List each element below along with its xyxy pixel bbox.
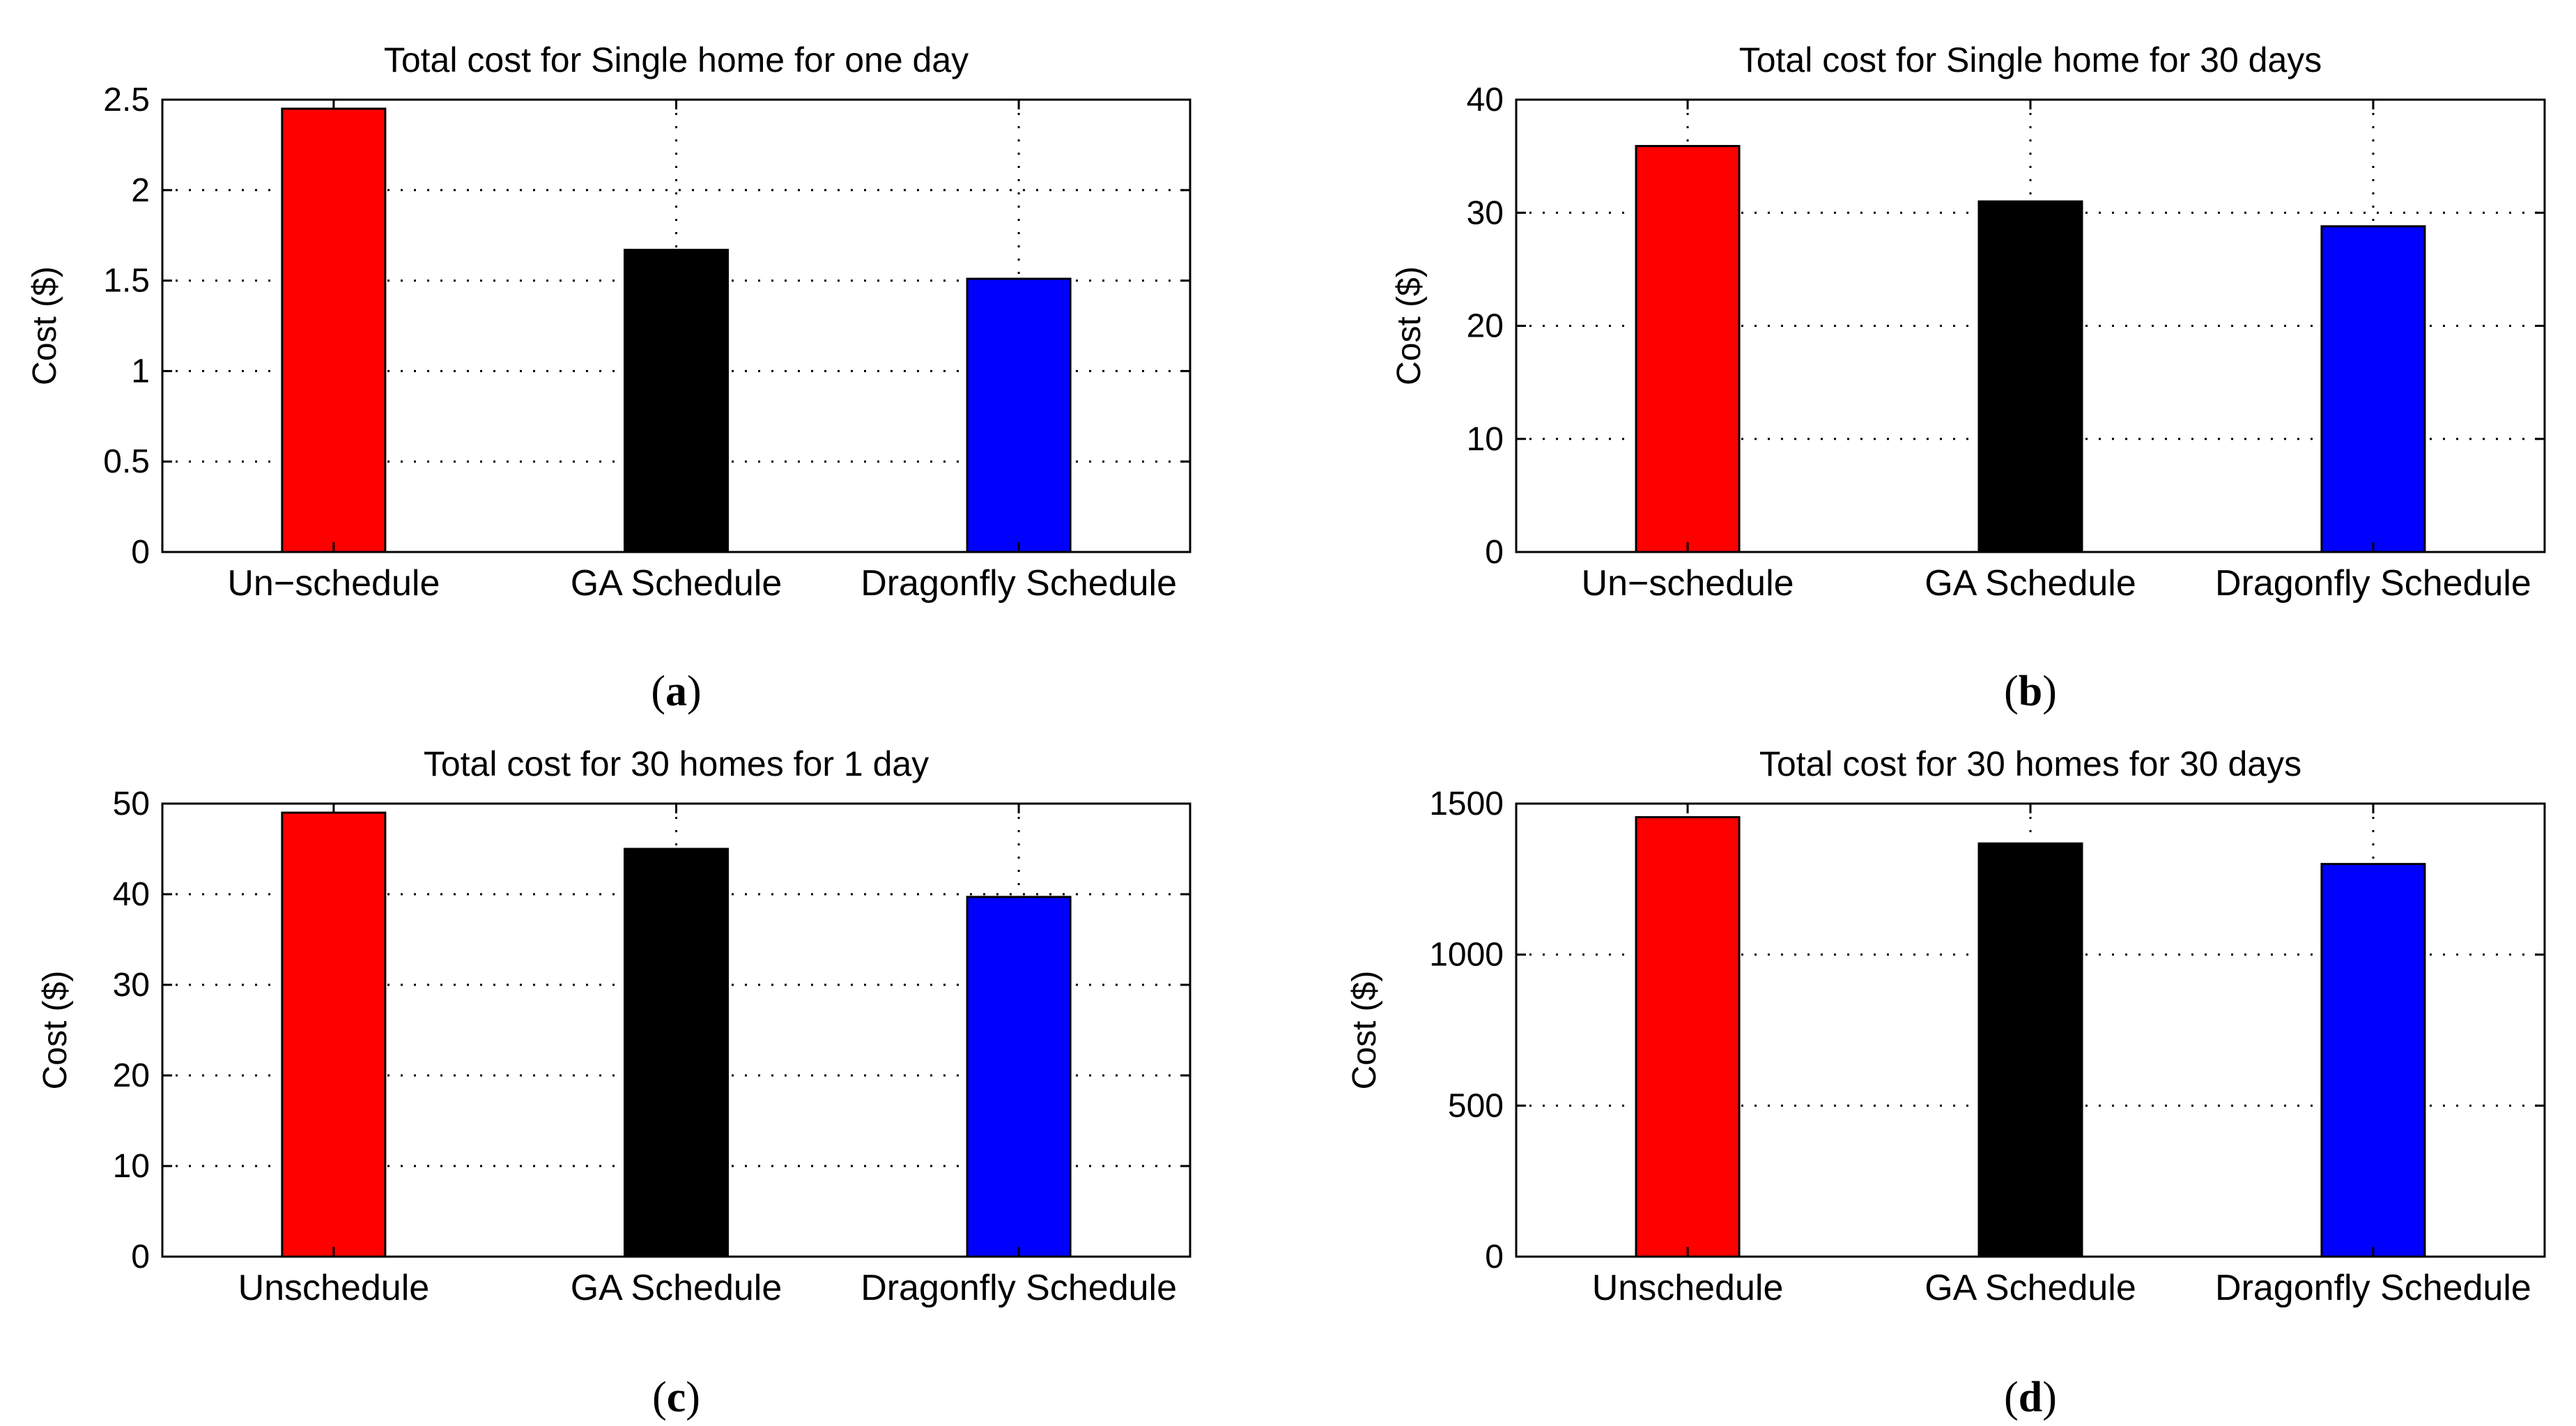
category-label: Dragonfly Schedule (2215, 1268, 2531, 1308)
bar-2 (624, 248, 729, 553)
bar-1 (281, 811, 387, 1258)
bar-1 (281, 107, 387, 553)
bar-2 (624, 848, 729, 1258)
category-label: Unschedule (1592, 1268, 1784, 1308)
ytick-label: 30 (1467, 194, 1504, 231)
ytick-label: 0 (1485, 1239, 1504, 1275)
category-label: Dragonfly Schedule (2215, 563, 2531, 604)
ytick-label: 10 (1467, 421, 1504, 458)
chart-title: Total cost for Single home for one day (384, 40, 969, 79)
category-label: GA Schedule (1925, 1268, 2136, 1308)
ytick-label: 0.5 (103, 443, 150, 480)
chart-panel-d: 0 500 1000 1500 Unschedule GA Schedule Dragonf… (1346, 744, 2546, 1421)
category-label: Dragonfly Schedule (861, 563, 1177, 604)
ytick-label: 40 (1467, 82, 1504, 118)
ytick-label: 1.5 (103, 263, 150, 300)
category-label: Unschedule (238, 1268, 430, 1308)
category-label: Un−schedule (1582, 563, 1794, 604)
bar-3 (2320, 225, 2426, 553)
caption-open-paren: ( (2004, 1374, 2019, 1421)
ytick-label: 500 (1448, 1087, 1504, 1124)
bar-2 (1977, 200, 2083, 553)
caption-open-paren: ( (2004, 668, 2019, 715)
caption-open-paren: ( (652, 1374, 667, 1421)
category-label: GA Schedule (571, 1268, 782, 1308)
bar-3 (2320, 863, 2426, 1258)
y-axis-label: Cost ($) (1391, 266, 1428, 385)
panel-caption: (b) (2004, 668, 2057, 715)
bar-1 (1635, 816, 1741, 1258)
ytick-label: 0 (131, 534, 150, 571)
ytick-label: 1000 (1429, 937, 1504, 974)
ytick-label: 10 (113, 1148, 150, 1185)
ytick-label: 50 (113, 785, 150, 822)
y-axis-label: Cost ($) (37, 971, 74, 1090)
bar-3 (966, 896, 1072, 1258)
caption-letter: a (665, 668, 687, 715)
bar-3 (966, 277, 1072, 553)
ytick-label: 0 (1485, 534, 1504, 571)
bar-2 (1977, 842, 2083, 1258)
chart-title: Total cost for Single home for 30 days (1739, 40, 2322, 79)
caption-open-paren: ( (651, 668, 665, 715)
ytick-label: 1 (131, 353, 150, 390)
panel-caption: (a) (651, 668, 701, 715)
panel-caption: (c) (652, 1374, 700, 1421)
ytick-label: 0 (131, 1239, 150, 1275)
category-label: Un−schedule (227, 563, 440, 604)
panel-caption: (d) (2004, 1374, 2057, 1421)
caption-letter: b (2019, 668, 2042, 715)
caption-close-paren: ) (2042, 668, 2057, 715)
chart-title: Total cost for 30 homes for 30 days (1759, 744, 2301, 783)
ytick-label: 2 (131, 172, 150, 209)
chart-panel-a: 0 0.5 1 1.5 2 2.5 Un−schedule GA Schedule Dragon… (26, 40, 1191, 715)
ytick-label: 30 (113, 967, 150, 1004)
ytick-label: 2.5 (103, 82, 150, 118)
caption-letter: c (667, 1374, 686, 1421)
y-axis-label: Cost ($) (26, 266, 63, 385)
caption-close-paren: ) (2042, 1374, 2057, 1421)
chart-panel-c: 0 10 20 30 40 50 Unschedule GA Schedule Dragonfl… (37, 744, 1191, 1421)
caption-close-paren: ) (686, 1374, 700, 1421)
ytick-label: 20 (1467, 308, 1504, 345)
caption-letter: d (2019, 1374, 2042, 1421)
ytick-label: 1500 (1429, 785, 1504, 822)
chart-title: Total cost for 30 homes for 1 day (424, 744, 929, 783)
category-label: GA Schedule (1925, 563, 2136, 604)
category-label: Dragonfly Schedule (861, 1268, 1177, 1308)
chart-panel-b: 0 10 20 30 40 Un−schedule GA Schedule Dragonfly… (1391, 40, 2546, 715)
ytick-label: 40 (113, 876, 150, 913)
caption-close-paren: ) (687, 668, 702, 715)
ytick-label: 20 (113, 1057, 150, 1094)
y-axis-label: Cost ($) (1346, 971, 1383, 1090)
bar-1 (1635, 145, 1741, 553)
category-label: GA Schedule (571, 563, 782, 604)
